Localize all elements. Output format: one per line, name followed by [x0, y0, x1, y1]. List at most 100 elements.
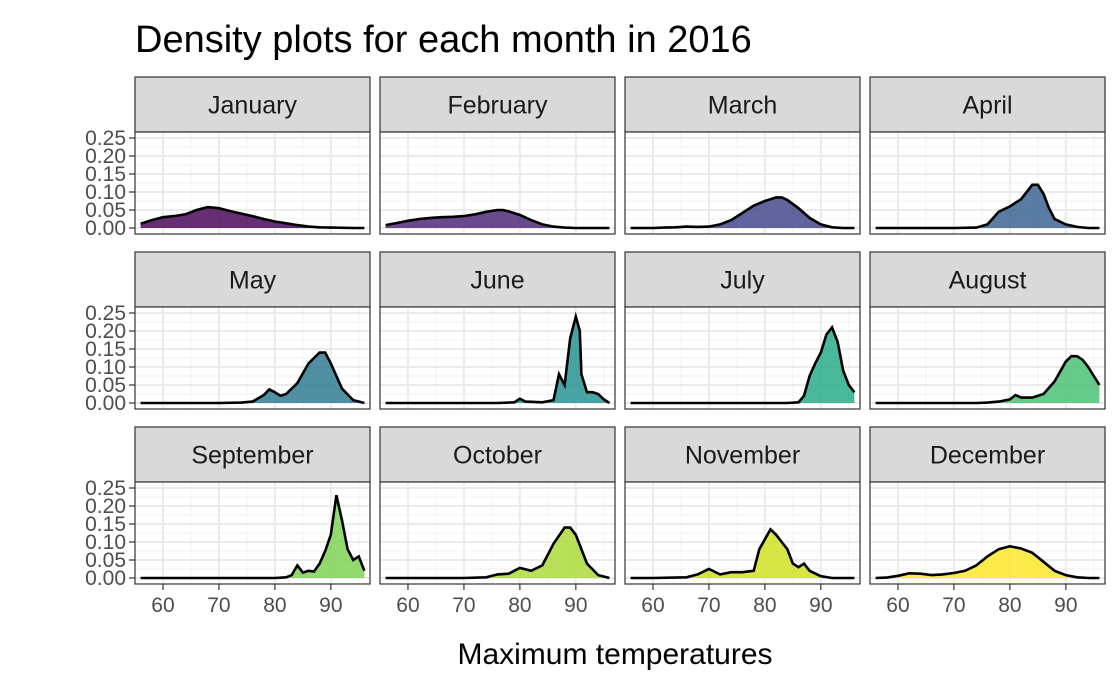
y-tick-label: 0.10: [85, 356, 126, 379]
y-tick-label: 0.05: [85, 374, 126, 397]
panel-border-june: [379, 306, 616, 410]
strip-january: [134, 76, 371, 133]
x-tick-label: 90: [564, 594, 587, 617]
chart-title: Density plots for each month in 2016: [135, 19, 752, 61]
density-line-august: [875, 354, 1101, 405]
strip-december: [869, 426, 1106, 483]
density-line-october: [385, 526, 610, 580]
y-tick-label: 0.20: [85, 145, 126, 168]
strip-label-january: January: [208, 92, 297, 120]
strip-label-may: May: [229, 267, 277, 295]
panel-border-may: [134, 306, 371, 410]
panel-border-april: [869, 131, 1106, 235]
y-tick-label: 0.05: [85, 199, 126, 222]
facet-march: March: [624, 76, 861, 235]
x-tick-label: 80: [263, 594, 286, 617]
facet-june: June: [379, 251, 616, 410]
y-tick-label: 0.25: [85, 127, 126, 150]
facet-october: October 60 70 80 90: [379, 426, 616, 617]
x-tick-label: 70: [942, 594, 965, 617]
y-tick-label: 0.20: [85, 320, 126, 343]
panel-border-december: [869, 481, 1106, 585]
density-area-march: [630, 197, 855, 228]
y-tick-label: 0.15: [85, 513, 126, 536]
facet-september: September 0.000.050.100.150.200.25 60 70 80 9…: [85, 426, 371, 617]
y-tick-label: 0.15: [85, 163, 126, 186]
y-tick-label: 0.25: [85, 302, 126, 325]
y-tick-label: 0.05: [85, 549, 126, 572]
strip-february: [379, 76, 616, 133]
facet-april: April: [869, 76, 1106, 235]
strip-june: [379, 251, 616, 308]
density-line-november: [630, 527, 855, 580]
density-line-september: [140, 494, 366, 580]
strip-label-april: April: [962, 92, 1012, 120]
x-tick-label: 80: [753, 594, 776, 617]
density-line-june: [385, 311, 611, 405]
strip-label-june: June: [470, 267, 524, 295]
x-tick-label: 70: [452, 594, 475, 617]
density-line-july: [630, 324, 856, 405]
y-tick-label: 0.25: [85, 477, 126, 500]
x-tick-label: 80: [508, 594, 531, 617]
density-line-may: [140, 351, 365, 405]
y-tick-label: 0.15: [85, 338, 126, 361]
strip-label-october: October: [453, 442, 542, 470]
strip-label-september: September: [191, 442, 313, 470]
density-area-february: [385, 210, 610, 228]
y-tick-label: 0.10: [85, 181, 126, 204]
x-tick-label: 90: [1054, 594, 1077, 617]
y-tick-label: 0.00: [85, 217, 126, 240]
panel-border-october: [379, 481, 616, 585]
strip-label-november: November: [685, 442, 800, 470]
y-tick-label: 0.20: [85, 495, 126, 518]
density-area-july: [630, 327, 855, 403]
strip-august: [869, 251, 1106, 308]
density-line-december: [875, 544, 1100, 580]
panel-border-september: [134, 481, 371, 585]
density-area-august: [875, 356, 1100, 403]
panel-border-january: [134, 131, 371, 235]
facet-may: May 0.000.050.100.150.200.25: [85, 251, 371, 415]
facet-december: December 60 70 80 90: [869, 426, 1106, 617]
density-line-april: [875, 183, 1100, 230]
panel-border-august: [869, 306, 1106, 410]
strip-september: [134, 426, 371, 483]
y-tick-label: 0.00: [85, 567, 126, 590]
strip-july: [624, 251, 861, 308]
strip-label-march: March: [708, 92, 777, 120]
x-tick-label: 60: [641, 594, 664, 617]
density-line-march: [630, 196, 855, 230]
strip-may: [134, 251, 371, 308]
x-tick-label: 80: [998, 594, 1021, 617]
x-tick-label: 90: [319, 594, 342, 617]
density-line-february: [385, 208, 610, 230]
strip-november: [624, 426, 861, 483]
strip-label-february: February: [447, 92, 548, 120]
panel-border-march: [624, 131, 861, 235]
density-line-january: [140, 205, 365, 230]
x-tick-label: 90: [809, 594, 832, 617]
density-area-january: [140, 207, 365, 228]
panel-border-november: [624, 481, 861, 585]
strip-march: [624, 76, 861, 133]
x-tick-label: 70: [697, 594, 720, 617]
x-axis-title: Maximum temperatures: [457, 638, 772, 671]
strip-label-december: December: [930, 442, 1045, 470]
x-tick-label: 60: [396, 594, 419, 617]
strip-label-july: July: [720, 267, 765, 295]
density-area-december: [875, 546, 1100, 578]
facet-january: January 0.000.050.100.150.200.25: [85, 76, 371, 240]
facet-august: August: [869, 251, 1106, 410]
y-tick-label: 0.00: [85, 392, 126, 415]
density-area-september: [140, 495, 365, 578]
strip-label-august: August: [949, 267, 1027, 295]
panel-border-july: [624, 306, 861, 410]
facet-november: November 60 70 80 90: [624, 426, 861, 617]
y-tick-label: 0.10: [85, 531, 126, 554]
density-area-june: [385, 316, 610, 403]
x-tick-label: 60: [886, 594, 909, 617]
x-tick-label: 60: [151, 594, 174, 617]
